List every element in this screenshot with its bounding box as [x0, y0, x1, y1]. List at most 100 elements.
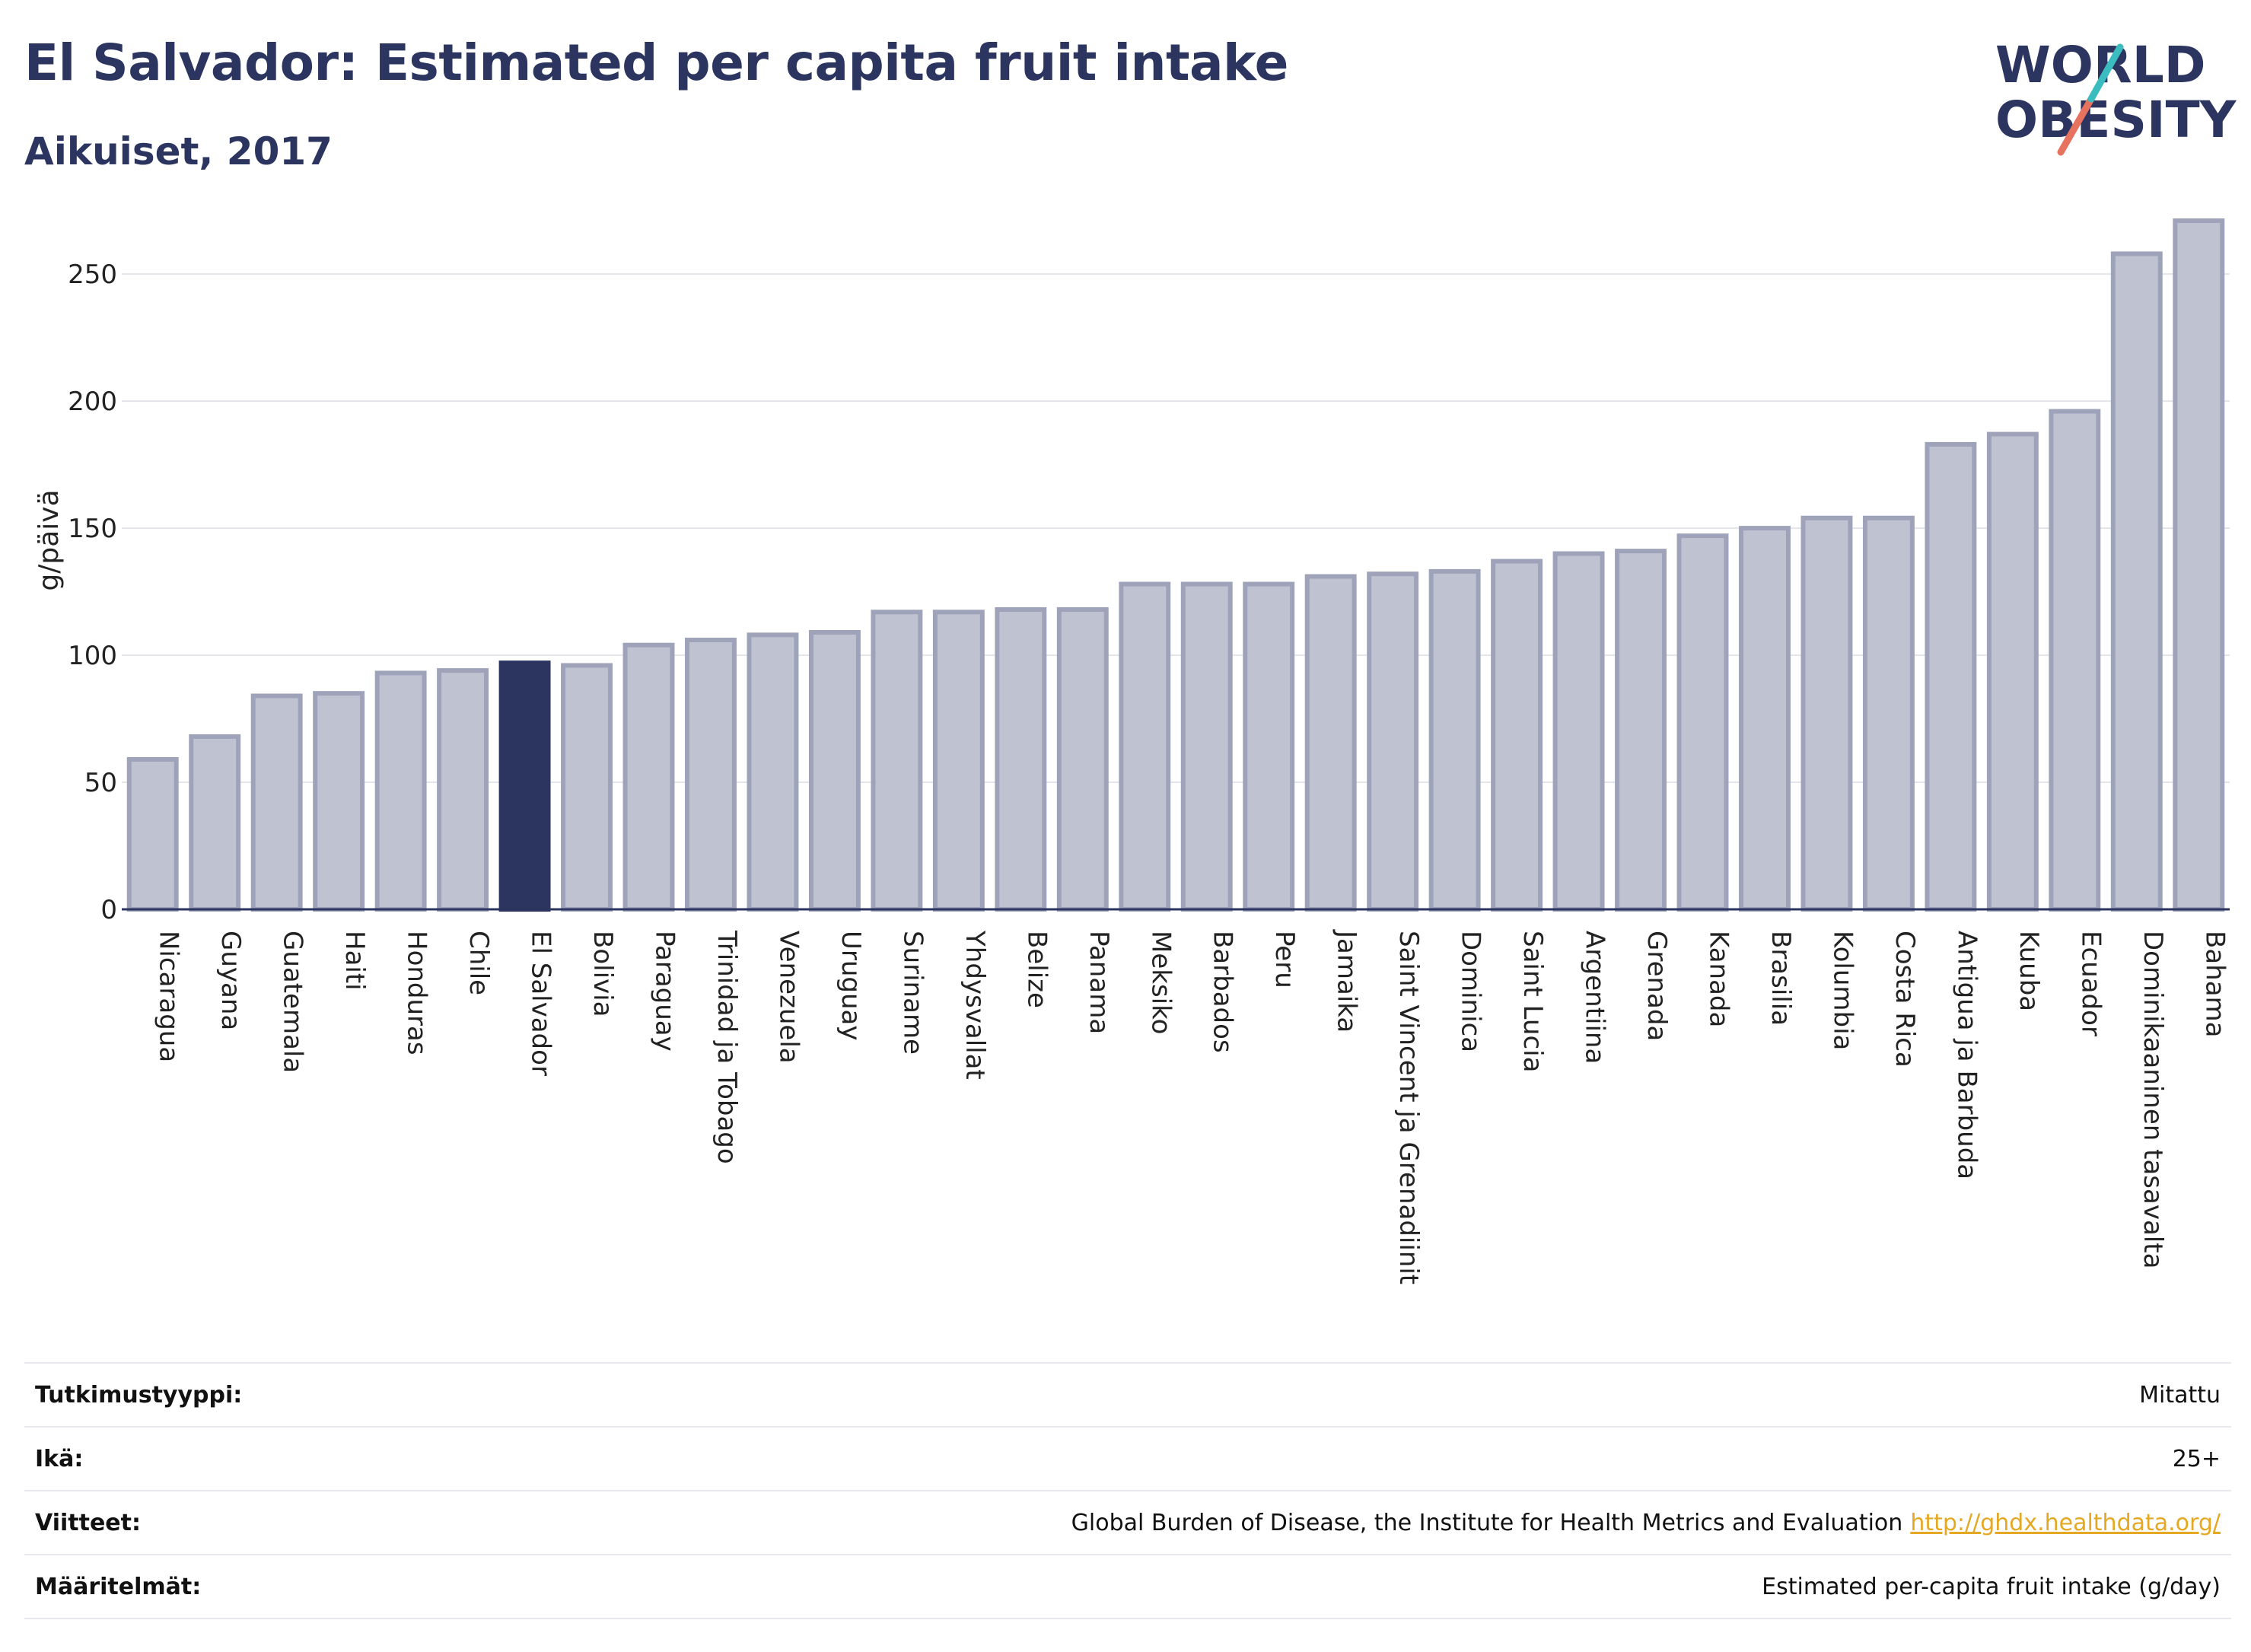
bar-brasilia: [1739, 526, 1791, 912]
x-tick-label: Jamaika: [1332, 929, 1362, 1033]
bar-honduras: [374, 670, 427, 912]
bar-venezuela: [747, 632, 799, 912]
x-tick-label: Paraguay: [650, 931, 680, 1052]
bar-argentiina: [1552, 551, 1605, 912]
x-tick-label: Saint Lucia: [1517, 931, 1548, 1072]
x-tick-label: Antigua ja Barbuda: [1951, 931, 1982, 1179]
metadata-value-group: Global Burden of Disease, the Institute …: [1071, 1510, 2221, 1536]
y-tick-label: 0: [100, 895, 117, 925]
x-tick-label: Kuuba: [2014, 931, 2044, 1011]
metadata-value-group: Estimated per-capita fruit intake (g/day…: [1762, 1574, 2221, 1600]
metadata-value: 25+: [2172, 1445, 2221, 1472]
bar-nicaragua: [126, 756, 179, 912]
metadata-key: Ikä:: [35, 1445, 84, 1472]
y-tick-label: 200: [68, 387, 117, 417]
bar-jamaika: [1304, 574, 1357, 912]
metadata-value-group: 25+: [2173, 1446, 2221, 1472]
bar-costa-rica: [1862, 515, 1915, 912]
x-tick-label: Bahama: [2199, 931, 2230, 1038]
bar-bahama: [2173, 218, 2225, 912]
x-tick-label: Grenada: [1641, 931, 1672, 1041]
source-link[interactable]: http://ghdx.healthdata.org/: [1910, 1509, 2221, 1536]
bar-antigua-ja-barbuda: [1925, 441, 1977, 912]
x-tick-label: Kolumbia: [1827, 931, 1858, 1050]
x-tick-label: Nicaragua: [154, 931, 184, 1062]
bar-guatemala: [250, 693, 303, 912]
metadata-value-group: Mitattu: [2139, 1382, 2221, 1408]
x-tick-label: Venezuela: [773, 931, 804, 1064]
metadata-value: Global Burden of Disease, the Institute …: [1071, 1509, 1903, 1536]
x-tick-label: Argentiina: [1580, 931, 1610, 1064]
x-tick-label: Guyana: [215, 931, 246, 1030]
x-tick-label: Barbados: [1208, 931, 1238, 1053]
bar-barbados: [1180, 581, 1233, 912]
x-tick-label: Trinidad ja Tobago: [712, 930, 742, 1164]
y-tick-label: 50: [84, 768, 117, 798]
bar-el-salvador: [498, 660, 551, 912]
x-tick-label: Chile: [463, 931, 494, 995]
x-tick-label: Kanada: [1704, 931, 1734, 1027]
metadata-row: Ikä: 25+: [24, 1426, 2231, 1490]
metadata-key: Viitteet:: [35, 1509, 141, 1536]
logo-line2: OBESITY: [1995, 91, 2237, 149]
x-tick-label: Panama: [1084, 931, 1114, 1034]
bar-bolivia: [561, 663, 613, 912]
bar-belize: [995, 606, 1047, 912]
bar-chile: [437, 668, 489, 912]
bar-grenada: [1615, 549, 1667, 912]
bar-dominica: [1428, 568, 1481, 912]
logo-slash-coral: [2057, 95, 2095, 156]
x-tick-label: Meksiko: [1145, 931, 1176, 1034]
x-tick-label: Suriname: [897, 931, 928, 1055]
y-tick-label: 250: [68, 259, 117, 290]
metadata-value: Estimated per-capita fruit intake (g/day…: [1762, 1573, 2221, 1600]
bars: [126, 218, 2225, 912]
chart-title: El Salvador: Estimated per capita fruit …: [24, 33, 1288, 92]
bar-haiti: [313, 691, 365, 912]
bar-dominikaaninen-tasavalta: [2110, 251, 2163, 912]
axes: 0 50 100 150 200 250 Nicaragua Guyana Guatemala H…: [68, 259, 2230, 1284]
bar-ecuador: [2049, 409, 2101, 912]
x-tick-label: Dominica: [1456, 931, 1486, 1052]
bar-meksiko: [1119, 581, 1171, 912]
x-tick-label: Dominikaaninen tasavalta: [2138, 931, 2168, 1268]
x-tick-label: Haiti: [339, 931, 370, 991]
x-tick-label: Belize: [1021, 931, 1052, 1008]
bar-kanada: [1676, 533, 1729, 912]
bar-kuuba: [1986, 431, 2039, 912]
metadata-value: Mitattu: [2139, 1381, 2221, 1408]
x-tick-label: Costa Rica: [1890, 931, 1920, 1068]
y-tick-label: 100: [68, 641, 117, 671]
bar-saint-lucia: [1491, 559, 1543, 912]
x-tick-label: Peru: [1269, 931, 1300, 988]
x-tick-label: Brasilia: [1765, 931, 1796, 1026]
bar-paraguay: [622, 642, 675, 912]
bar-peru: [1243, 581, 1295, 912]
bar-yhdysvallat: [932, 610, 985, 912]
bar-uruguay: [808, 630, 861, 912]
x-tick-label: Ecuador: [2075, 931, 2106, 1036]
x-tick-label: Uruguay: [836, 931, 866, 1041]
world-obesity-logo: WORLD OBESITY: [1995, 36, 2237, 156]
metadata-table: Tutkimustyyppi: Mitattu Ikä: 25+ Viitteet: Gl…: [24, 1362, 2231, 1619]
x-tick-label: Bolivia: [587, 931, 618, 1017]
y-axis-title: g/päivä: [33, 489, 65, 590]
x-tick-label: Yhdysvallat: [960, 930, 990, 1080]
bar-panama: [1056, 606, 1109, 912]
chart-subtitle: Aikuiset, 2017: [24, 129, 333, 173]
metadata-row: Määritelmät: Estimated per-capita fruit i…: [24, 1554, 2231, 1619]
x-tick-label: El Salvador: [526, 931, 556, 1076]
x-tick-label: Guatemala: [278, 931, 308, 1073]
metadata-row: Viitteet: Global Burden of Disease, the I…: [24, 1490, 2231, 1554]
x-tick-label: Saint Vincent ja Grenadiinit: [1393, 931, 1424, 1284]
logo-slash-teal: [2087, 43, 2124, 103]
bar-guyana: [189, 734, 241, 912]
x-tick-label: Honduras: [402, 931, 432, 1055]
y-tick-label: 150: [68, 514, 117, 544]
bar-suriname: [871, 610, 923, 912]
metadata-key: Määritelmät:: [35, 1573, 202, 1600]
bar-kolumbia: [1800, 515, 1853, 912]
bar-saint-vincent-ja-grenadiinit: [1367, 571, 1419, 912]
metadata-key: Tutkimustyyppi:: [35, 1381, 243, 1408]
bar-trinidad-ja-tobago: [685, 638, 737, 912]
